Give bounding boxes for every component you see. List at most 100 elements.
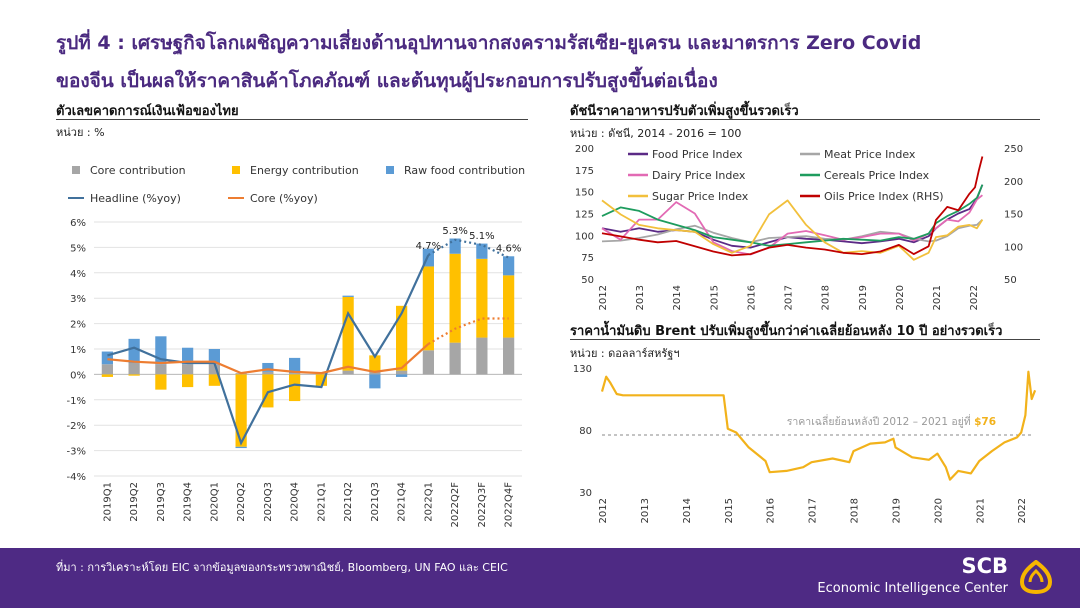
y-tick-label: 30: [579, 488, 592, 499]
y-tick-label-right: 200: [1004, 177, 1023, 188]
x-tick-label: 2021Q3: [370, 482, 381, 522]
y-tick-label-left: 50: [581, 275, 594, 286]
bar-segment: [396, 370, 408, 375]
legend-label: Dairy Price Index: [652, 169, 746, 182]
bar-segment: [101, 351, 113, 365]
x-tick-label: 2019Q4: [183, 482, 194, 522]
bar-segment: [342, 296, 354, 371]
inflation-unit: หน่วย : %: [56, 126, 105, 139]
data-label: 5.3%: [442, 226, 467, 237]
scb-logo-icon: [1019, 560, 1053, 594]
bar-segment: [182, 374, 194, 388]
y-tick-label-left: 125: [575, 210, 594, 221]
food-price-chart: 50 75 100 125 150 175 200 50 100 150 200 250 2012 201…: [575, 144, 1023, 310]
inflation-chart-title: ตัวเลขคาดการณ์เงินเฟ้อของไทย: [56, 104, 239, 119]
legend-label: Food Price Index: [652, 148, 743, 161]
y-tick-label: -3%: [67, 447, 86, 458]
bar-segment: [289, 374, 301, 402]
x-tick-label: 2018: [821, 285, 832, 310]
y-tick-label: -2%: [67, 421, 86, 432]
y-tick-label-right: 250: [1004, 144, 1023, 155]
y-tick-label-left: 150: [575, 188, 594, 199]
brand-name: SCB: [961, 554, 1008, 578]
x-tick-label: 2022: [1017, 498, 1028, 523]
y-tick-label: -4%: [67, 472, 86, 483]
x-tick-label: 2021: [932, 285, 943, 310]
bar-segment: [289, 357, 301, 374]
x-tick-label: 2015: [709, 285, 720, 310]
food-title-rule: [570, 119, 1040, 120]
y-tick-label: 5%: [70, 243, 86, 254]
x-tick-label: 2020: [895, 285, 906, 310]
bar-segment: [155, 364, 167, 375]
x-tick-label: 2019Q2: [129, 482, 140, 522]
x-tick-label: 2020Q2: [236, 482, 247, 522]
bar-segment: [155, 336, 167, 365]
bar-segment: [422, 350, 434, 375]
bar-segment: [396, 305, 408, 371]
bar-segment: [422, 266, 434, 351]
x-tick-label: 2012: [598, 498, 609, 523]
x-tick-label: 2016: [746, 285, 757, 310]
x-tick-label: 2021: [975, 498, 986, 523]
bar-segment: [182, 347, 194, 365]
x-tick-label: 2013: [640, 498, 651, 523]
legend-label: Oils Price Index (RHS): [824, 190, 944, 203]
bar-segment: [182, 364, 194, 375]
legend-label: Core (%yoy): [250, 192, 318, 205]
average-annotation: ราคาเฉลี่ยย้อนหลังปี 2012 – 2021 อยู่ที่…: [787, 414, 996, 428]
x-tick-label: 2019Q1: [102, 482, 113, 522]
x-tick-label: 2022Q2F: [450, 482, 461, 528]
data-label: 4.6%: [496, 244, 521, 255]
bar-segment: [449, 253, 461, 343]
brand-subtitle: Economic Intelligence Center: [817, 581, 1008, 596]
bar-segment: [369, 355, 381, 372]
x-tick-label: 2014: [672, 285, 683, 310]
legend-label: Energy contribution: [250, 164, 359, 177]
bar-segment: [503, 275, 515, 338]
y-tick-label-right: 50: [1004, 275, 1017, 286]
bar-segment: [262, 362, 274, 372]
brent-line: [600, 370, 1037, 481]
legend-swatch: [386, 166, 394, 174]
legend-label: Core contribution: [90, 164, 186, 177]
bar-segment: [476, 258, 488, 338]
series-line: [601, 184, 984, 247]
bar-segment: [449, 342, 461, 375]
y-tick-label-left: 175: [575, 166, 594, 177]
brent-title-rule: [570, 339, 1040, 340]
page-title-line-1: รูปที่ 4 : เศรษฐกิจโลกเผชิญความเสี่ยงด้า…: [56, 32, 922, 54]
series-line: [601, 156, 984, 257]
x-tick-label: 2019: [858, 285, 869, 310]
x-tick-label: 2014: [682, 498, 693, 523]
bar-segment: [449, 238, 461, 254]
x-tick-label: 2012: [598, 285, 609, 310]
bar-segment: [342, 370, 354, 375]
y-tick-label: 130: [573, 364, 592, 375]
x-tick-label: 2021Q1: [316, 482, 327, 522]
series-line: [601, 194, 983, 256]
brent-chart: 30 80 130 2012 2013 2014 2015 2016 2017 2018 2019 2…: [573, 364, 1037, 523]
bar-segment: [101, 364, 113, 375]
bar-segment: [396, 374, 408, 377]
bar-segment: [369, 371, 381, 375]
bar-segment: [208, 364, 220, 375]
y-tick-label-right: 150: [1004, 210, 1023, 221]
bar-segment: [369, 374, 381, 389]
food-chart-title: ดัชนีราคาอาหารปรับตัวเพิ่มสูงขึ้นรวดเร็ว: [570, 104, 799, 119]
legend-label: Raw food contribution: [404, 164, 525, 177]
bar-segment: [315, 374, 327, 386]
bar-segment: [476, 243, 488, 259]
brent-chart-title: ราคาน้ำมันดิบ Brent ปรับเพิ่มสูงขึ้นกว่า…: [570, 324, 1003, 339]
average-value: $76: [974, 416, 996, 428]
bar-segment: [155, 374, 167, 390]
bar-segment: [128, 374, 140, 376]
x-tick-label: 2021Q4: [397, 482, 408, 522]
bar-segment: [289, 373, 301, 375]
legend-swatch: [232, 166, 240, 174]
y-tick-label-right: 100: [1004, 242, 1023, 253]
legend-label: Meat Price Index: [824, 148, 916, 161]
x-tick-label: 2017: [784, 285, 795, 310]
x-tick-label: 2020: [933, 498, 944, 523]
y-tick-label: 3%: [70, 294, 86, 305]
